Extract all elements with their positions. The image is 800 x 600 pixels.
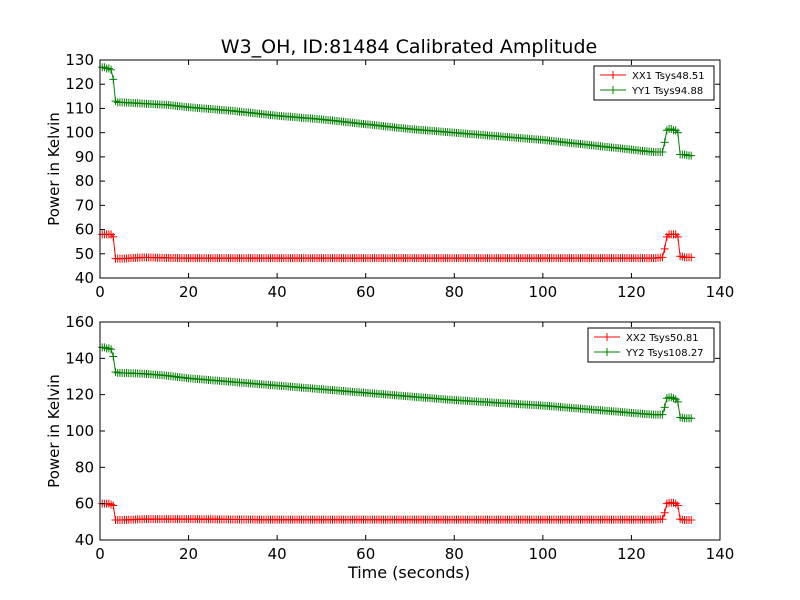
series-1-1 — [98, 230, 696, 263]
legend-marker — [609, 71, 617, 79]
data-point — [109, 75, 118, 84]
x-tick-label: 140 — [706, 545, 735, 563]
series-1-2 — [98, 63, 696, 160]
y-tick-label: 100 — [65, 124, 94, 142]
x-tick-label: 40 — [268, 283, 287, 301]
y-tick-label: 60 — [75, 495, 94, 513]
data-point — [111, 97, 120, 106]
legend-marker — [603, 348, 611, 356]
x-tick-label: 40 — [268, 545, 287, 563]
data-point — [680, 150, 689, 159]
data-point — [107, 65, 116, 74]
data-point — [111, 367, 120, 376]
data-point — [658, 515, 667, 524]
y-tick-label: 80 — [75, 458, 94, 476]
data-point — [660, 508, 669, 517]
legend-label: YY2 Tsys108.27 — [625, 348, 704, 359]
x-tick-label: 140 — [706, 283, 735, 301]
data-point — [673, 128, 682, 137]
legend-label: XX2 Tsys50.81 — [626, 333, 699, 344]
data-point — [662, 499, 671, 508]
data-point — [676, 252, 685, 261]
x-tick-label: 0 — [95, 545, 105, 563]
y-tick-label: 130 — [65, 51, 94, 69]
series-2-1 — [98, 498, 696, 525]
x-tick-label: 20 — [179, 283, 198, 301]
data-point — [660, 403, 669, 412]
y-tick-label: 40 — [75, 531, 94, 549]
y-tick-label: 60 — [75, 221, 94, 239]
legend-2: XX2 Tsys50.81 YY2 Tsys108.27 — [587, 327, 715, 363]
data-point — [658, 148, 667, 157]
y-axis-label-1: Power in Kelvin — [45, 112, 63, 226]
data-point — [687, 516, 696, 525]
legend-box — [593, 65, 715, 101]
y-tick-label: 70 — [75, 196, 94, 214]
y-tick-label: 120 — [65, 75, 94, 93]
legend-box — [587, 327, 715, 363]
x-tick-label: 120 — [617, 545, 646, 563]
y-tick-label: 120 — [65, 386, 94, 404]
y-tick-label: 110 — [65, 99, 94, 117]
x-tick-label: 0 — [95, 283, 105, 301]
plot-frame-1 — [99, 59, 721, 279]
data-point — [660, 244, 669, 253]
data-point — [658, 410, 667, 419]
data-point — [669, 394, 678, 403]
y-axis-label-2: Power in Kelvin — [45, 374, 63, 488]
data-point — [682, 151, 691, 160]
data-point — [104, 499, 113, 508]
data-point — [673, 232, 682, 241]
y-tick-label: 90 — [75, 148, 94, 166]
x-tick-label: 100 — [529, 545, 558, 563]
x-tick-label: 60 — [356, 283, 375, 301]
data-point — [658, 253, 667, 262]
data-point — [107, 345, 116, 354]
data-point — [687, 151, 696, 160]
data-point — [109, 352, 118, 361]
data-point — [109, 232, 118, 241]
data-point — [667, 393, 676, 402]
legend-label: YY1 Tsys94.88 — [631, 86, 703, 97]
series-2-2 — [98, 343, 696, 423]
data-point — [100, 343, 109, 352]
x-tick-label: 100 — [529, 283, 558, 301]
data-point — [673, 501, 682, 510]
x-tick-label: 60 — [356, 545, 375, 563]
data-point — [687, 414, 696, 423]
x-tick-label: 80 — [445, 283, 464, 301]
y-tick-label: 40 — [75, 269, 94, 287]
y-tick-label: 50 — [75, 245, 94, 263]
legend-1: XX1 Tsys48.51 YY1 Tsys94.88 — [593, 65, 715, 101]
x-axis-label: Time (seconds) — [347, 563, 470, 582]
legend-marker — [609, 86, 617, 94]
x-tick-label: 120 — [617, 283, 646, 301]
figure-title: W3_OH, ID:81484 Calibrated Amplitude — [221, 36, 597, 58]
legend-label: XX1 Tsys48.51 — [632, 71, 705, 82]
data-point — [667, 125, 676, 134]
data-point — [673, 397, 682, 406]
legend-marker — [603, 333, 611, 341]
y-tick-label: 100 — [65, 422, 94, 440]
y-tick-label: 80 — [75, 172, 94, 190]
subplot-1: 0 20 40 60 80 100 120 140 40 50 60 70 80 90 100 110 120 1… — [45, 51, 734, 301]
data-point — [660, 138, 669, 147]
x-tick-label: 20 — [179, 545, 198, 563]
data-point — [109, 501, 118, 510]
y-tick-label: 160 — [65, 313, 94, 331]
subplot-2: 0 20 40 60 80 100 120 140 40 60 80 100 120 140 160 Powe… — [45, 313, 734, 563]
x-tick-label: 80 — [445, 545, 464, 563]
y-tick-label: 140 — [65, 349, 94, 367]
data-point — [687, 253, 696, 262]
